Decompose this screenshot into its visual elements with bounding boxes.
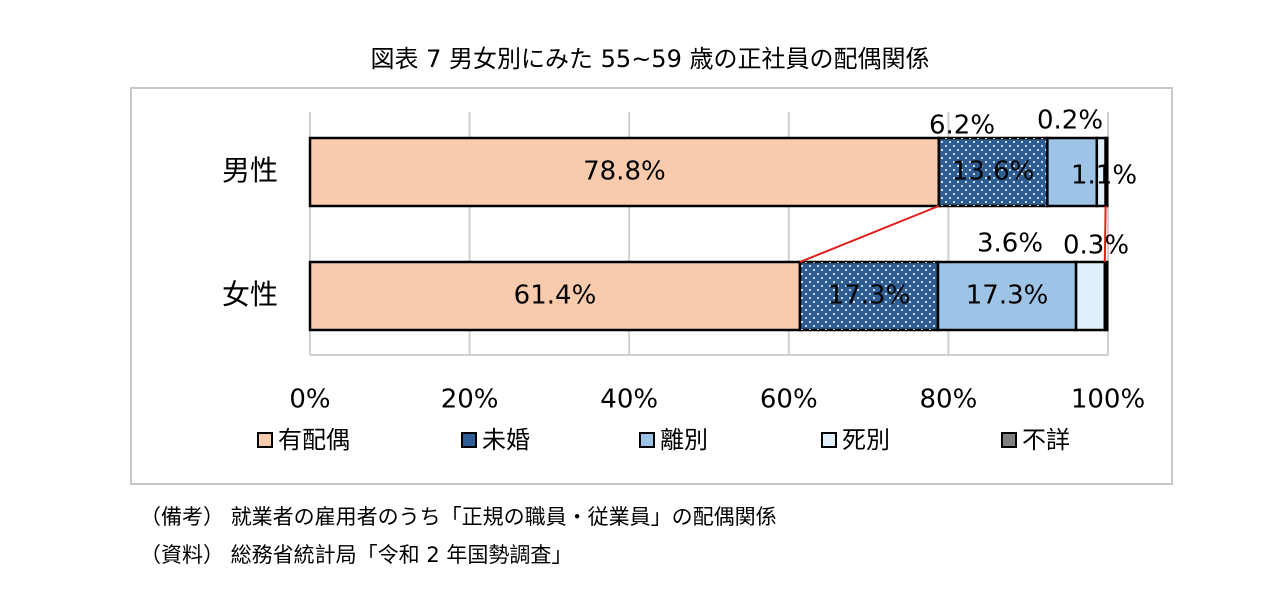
legend-label: 未婚 [482,426,530,454]
chart-title: 図表 7 男女別にみた 55~59 歳の正社員の配偶関係 [371,45,930,73]
bar-segment [936,260,1078,332]
note: （備考） 就業者の雇用者のうち「正規の職員・従業員」の配偶関係 [140,505,777,529]
data-label: 1.1% [1071,161,1137,191]
data-label: 6.2% [929,111,995,141]
legend-label: 有配偶 [278,426,350,454]
legend-swatch [639,432,655,448]
bar-segment [1074,260,1107,332]
bar-segment [1046,136,1099,208]
legend-swatch [1001,432,1017,448]
legend-swatch [257,432,273,448]
data-label: 17.3% [828,281,911,311]
bar-segment [1104,136,1109,208]
bar-segment [1103,260,1109,332]
data-label: 17.3% [966,281,1049,311]
legend-swatch [461,432,477,448]
legend-swatch [821,432,837,448]
note: （資料） 総務省統計局「令和 2 年国勢調査」 [140,543,572,567]
x-tick-label: 20% [441,385,499,415]
y-tick-label: 男性 [222,154,278,187]
y-tick-label: 女性 [222,278,278,311]
data-label: 0.2% [1037,106,1103,136]
bar-segment [308,260,802,332]
bar-pattern [938,138,1048,206]
series-line [1103,205,1107,263]
data-label: 0.3% [1063,231,1129,261]
bar-pattern [799,262,939,330]
x-tick-label: 40% [600,385,658,415]
x-tick-label: 80% [920,385,978,415]
x-tick-label: 0% [289,385,330,415]
bar-segment [308,136,941,208]
chart-frame [130,87,1173,485]
data-label: 78.8% [583,157,666,187]
series-line [799,205,940,263]
x-tick-label: 60% [760,385,818,415]
data-label: 61.4% [514,281,597,311]
legend-label: 死別 [842,426,890,454]
legend-label: 離別 [660,426,708,454]
data-label: 3.6% [977,229,1043,259]
data-label: 13.6% [952,157,1035,187]
x-tick-label: 100% [1071,385,1145,415]
legend-label: 不詳 [1022,426,1070,454]
